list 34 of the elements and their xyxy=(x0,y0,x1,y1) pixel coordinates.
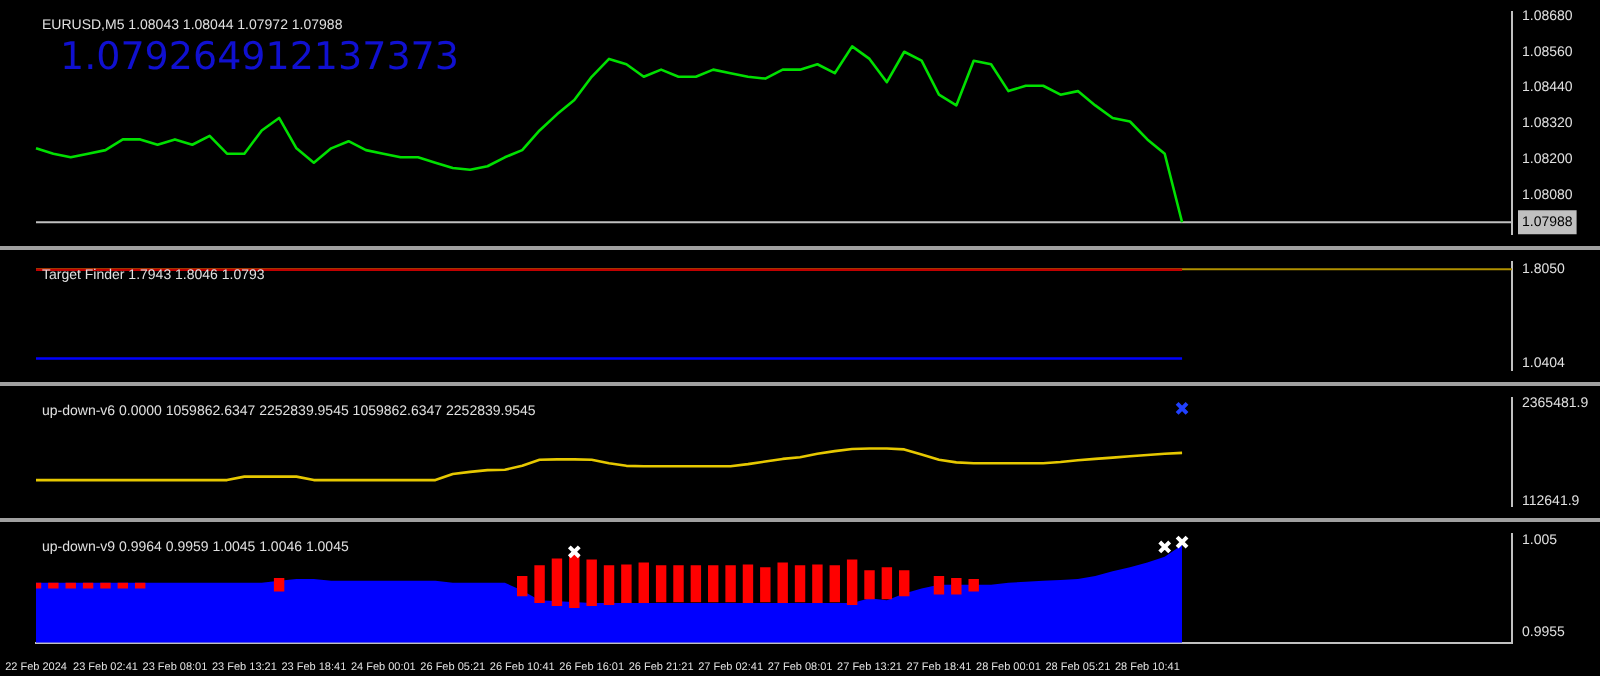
bar xyxy=(273,577,285,592)
bar xyxy=(621,564,632,604)
bar xyxy=(534,565,545,604)
bar xyxy=(742,564,754,604)
bar xyxy=(655,565,667,603)
bar xyxy=(846,559,858,606)
bar xyxy=(794,565,806,603)
bar xyxy=(117,582,129,589)
bar xyxy=(951,577,962,595)
bar xyxy=(777,562,788,604)
bar xyxy=(517,576,528,597)
bar xyxy=(48,582,59,589)
bar xyxy=(100,582,111,589)
annotation: 1.079264912137373 xyxy=(60,35,459,80)
bar xyxy=(690,565,702,603)
bar xyxy=(82,582,94,589)
bar xyxy=(603,565,615,606)
bar xyxy=(829,565,840,603)
bar xyxy=(881,567,893,600)
bar xyxy=(933,576,945,595)
bar xyxy=(760,567,771,603)
bar xyxy=(708,565,719,603)
bar xyxy=(968,578,979,592)
bar xyxy=(899,570,910,597)
bar xyxy=(569,553,580,608)
bar xyxy=(864,570,875,600)
bar xyxy=(812,564,823,604)
bar xyxy=(673,565,684,603)
bar xyxy=(134,582,146,589)
bar xyxy=(586,559,597,607)
bar xyxy=(65,582,76,589)
bar xyxy=(725,565,736,603)
bar xyxy=(551,558,563,607)
bar xyxy=(638,562,649,604)
